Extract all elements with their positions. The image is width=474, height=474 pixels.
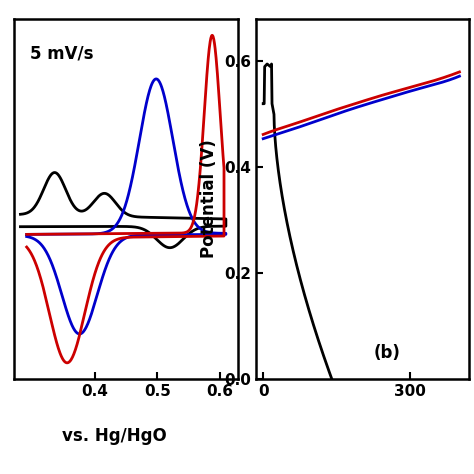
Text: (b): (b) (373, 344, 400, 362)
Text: vs. Hg/HgO: vs. Hg/HgO (62, 427, 166, 445)
Text: 5 mV/s: 5 mV/s (30, 44, 93, 62)
Y-axis label: Potential (V): Potential (V) (201, 140, 219, 258)
